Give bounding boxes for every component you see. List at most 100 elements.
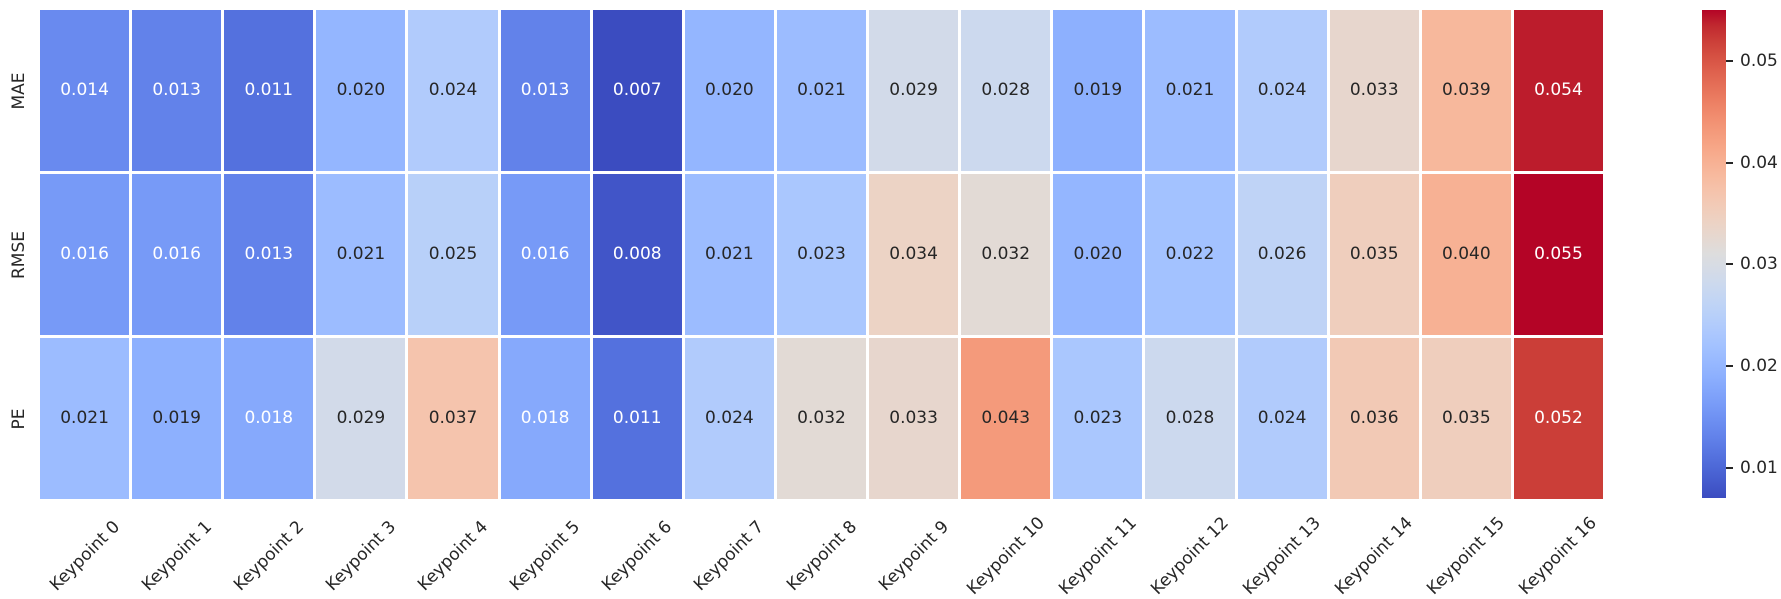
cell-value: 0.021 (797, 80, 846, 100)
cell-value: 0.013 (152, 80, 201, 100)
heatmap-cell: 0.020 (1053, 174, 1143, 335)
cell-value: 0.023 (797, 244, 846, 264)
cell-value: 0.024 (705, 408, 754, 428)
heatmap-cell: 0.021 (40, 338, 130, 499)
cell-value: 0.052 (1534, 408, 1583, 428)
cell-value: 0.024 (428, 80, 478, 100)
column-label: Keypoint 3 (321, 516, 400, 596)
heatmap-cell: 0.016 (500, 174, 590, 335)
column-label: Keypoint 1 (137, 516, 216, 596)
cell-value: 0.055 (1534, 244, 1583, 264)
cell-value: 0.033 (889, 408, 938, 428)
cell-value: 0.011 (244, 80, 294, 100)
cell-value: 0.021 (60, 408, 109, 428)
cell-value: 0.018 (244, 408, 294, 428)
cell-value: 0.019 (1073, 80, 1123, 100)
heatmap-cell: 0.016 (132, 174, 222, 335)
heatmap-cell: 0.036 (1329, 338, 1419, 499)
cell-value: 0.022 (1165, 244, 1215, 264)
cell-value: 0.035 (1441, 408, 1491, 428)
colorbar: 0.05 0.04 0.03 0.02 0.01 (1702, 10, 1778, 498)
heatmap-cell: 0.013 (132, 10, 222, 171)
heatmap-cell: 0.024 (684, 338, 774, 499)
cell-value: 0.016 (152, 244, 201, 264)
colorbar-tick-label: 0.05 (1740, 50, 1778, 71)
heatmap-cell: 0.016 (40, 174, 130, 335)
colorbar-tick (1726, 263, 1733, 266)
cell-value: 0.021 (705, 244, 754, 264)
cell-value: 0.024 (1257, 408, 1307, 428)
cell-value: 0.036 (1349, 408, 1399, 428)
column-label: Keypoint 4 (413, 516, 493, 596)
heatmap-cell: 0.024 (1237, 10, 1327, 171)
heatmap-cell: 0.013 (224, 174, 314, 335)
cell-value: 0.019 (152, 408, 201, 428)
heatmap-cell: 0.040 (1421, 174, 1511, 335)
cell-value: 0.013 (520, 80, 570, 100)
heatmap-cell: 0.021 (684, 174, 774, 335)
cell-value: 0.026 (1257, 244, 1307, 264)
column-label: Keypoint 9 (874, 516, 953, 596)
heatmap-cell: 0.008 (592, 174, 682, 335)
column-label: Keypoint 15 (1423, 513, 1510, 599)
column-label: Keypoint 5 (506, 516, 585, 596)
heatmap-grid: 0.014 0.013 0.011 0.020 0.024 0.013 0.007 0.020… (40, 10, 1603, 499)
heatmap-cell: 0.035 (1329, 174, 1419, 335)
column-label: Keypoint 12 (1147, 513, 1233, 599)
row-label: RMSE (9, 230, 29, 279)
heatmap-cell: 0.032 (776, 338, 867, 499)
heatmap-cell: 0.039 (1421, 10, 1511, 171)
heatmap-cell: 0.019 (132, 338, 222, 499)
cell-value: 0.020 (336, 80, 386, 100)
colorbar-tick (1726, 466, 1733, 469)
heatmap-cell: 0.007 (592, 10, 682, 171)
cell-value: 0.033 (1349, 80, 1399, 100)
cell-value: 0.029 (336, 408, 386, 428)
cell-value: 0.023 (1073, 408, 1123, 428)
heatmap-cell: 0.026 (1237, 174, 1327, 335)
heatmap-cell: 0.021 (316, 174, 406, 335)
cell-value: 0.032 (797, 408, 846, 428)
heatmap-cell: 0.033 (869, 338, 959, 499)
heatmap-cell: 0.034 (869, 174, 959, 335)
column-label: Keypoint 8 (782, 516, 861, 596)
cell-value: 0.028 (1165, 408, 1215, 428)
row-label: MAE (9, 71, 29, 110)
heatmap-cell: 0.024 (408, 10, 498, 171)
heatmap-cell: 0.018 (224, 338, 314, 499)
colorbar-tick-label: 0.01 (1740, 457, 1778, 478)
cell-value: 0.025 (428, 244, 478, 264)
colorbar-gradient (1702, 10, 1726, 498)
heatmap-cell: 0.024 (1237, 338, 1327, 499)
column-label: Keypoint 16 (1515, 513, 1602, 599)
colorbar-tick-label: 0.02 (1740, 355, 1778, 376)
cell-value: 0.037 (428, 408, 478, 428)
cell-value: 0.040 (1441, 244, 1491, 264)
heatmap-cell: 0.019 (1053, 10, 1143, 171)
heatmap-cell: 0.020 (684, 10, 774, 171)
colorbar-tick-label: 0.04 (1740, 152, 1778, 173)
heatmap-cell: 0.014 (40, 10, 130, 171)
colorbar-tick (1726, 161, 1733, 164)
cell-value: 0.029 (889, 80, 938, 100)
heatmap-cell: 0.054 (1513, 10, 1603, 171)
column-label: Keypoint 2 (229, 516, 308, 596)
heatmap-cell: 0.037 (408, 338, 498, 499)
cell-value: 0.034 (889, 244, 938, 264)
heatmap-cell: 0.011 (224, 10, 314, 171)
cell-value: 0.032 (981, 244, 1031, 264)
cell-value: 0.039 (1441, 80, 1491, 100)
cell-value: 0.028 (981, 80, 1031, 100)
cell-value: 0.035 (1349, 244, 1399, 264)
cell-value: 0.024 (1257, 80, 1307, 100)
cell-value: 0.020 (705, 80, 754, 100)
colorbar-tick-label: 0.03 (1740, 254, 1778, 275)
heatmap-cell: 0.028 (961, 10, 1051, 171)
cell-value: 0.014 (60, 80, 109, 100)
column-label: Keypoint 13 (1239, 513, 1325, 599)
cell-value: 0.013 (244, 244, 294, 264)
heatmap-cell: 0.022 (1145, 174, 1235, 335)
column-label: Keypoint 6 (598, 516, 677, 596)
cell-value: 0.021 (336, 244, 386, 264)
